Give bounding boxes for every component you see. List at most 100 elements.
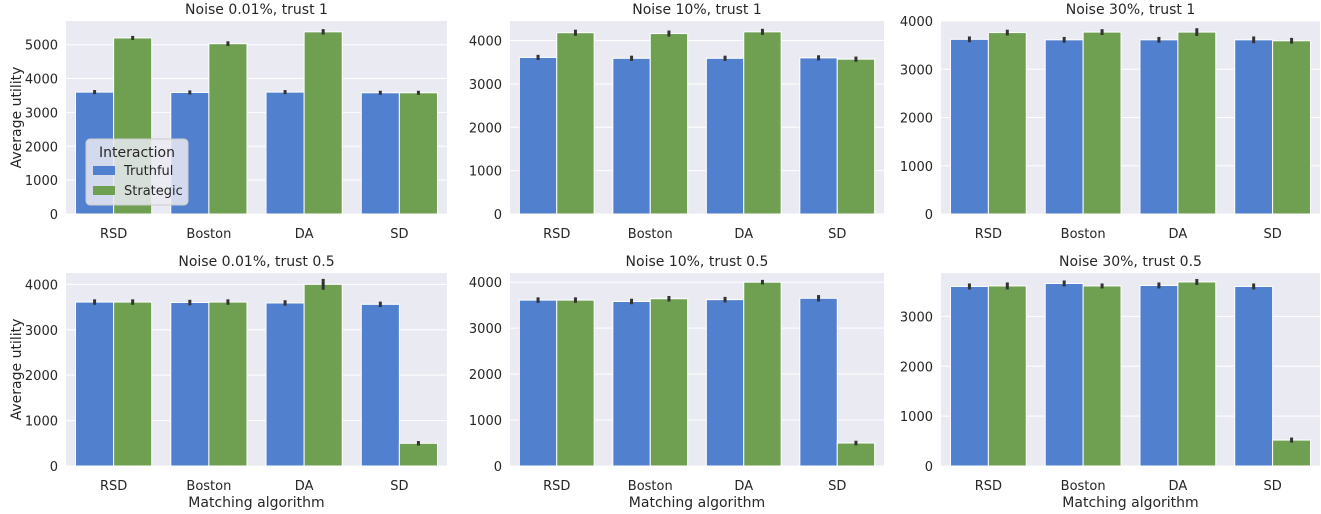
x-tick-label: RSD [975,479,1002,494]
bar-strategic [743,281,782,467]
y-axis-label: Average utility [9,67,25,169]
y-axis-label: Average utility [9,319,25,421]
y-tick-label: 5000 [25,39,58,54]
bar-strategic [1272,439,1312,467]
y-tick-label: 0 [50,460,58,475]
y-tick-label: 4000 [469,35,502,50]
bar-truthful [360,92,400,215]
chart-panel-1: 0 1000 2000 3000 4000 5000 RSD Boston DA SD Noise … [9,2,447,242]
x-tick-label: SD [828,479,846,494]
y-tick-label: 1000 [25,174,58,189]
x-tick-label: DA [295,227,314,242]
bar-truthful [1139,39,1179,215]
legend-title: Interaction [99,145,175,161]
bar-strategic [208,43,248,215]
bar-strategic [398,442,438,467]
y-tick-label: 1000 [25,415,58,430]
x-tick-label: RSD [100,227,127,242]
x-tick-label: SD [390,227,408,242]
bar-truthful [265,91,305,215]
x-tick-label: DA [295,479,314,494]
y-tick-label: 3000 [469,78,502,93]
y-tick-label: 4000 [25,73,58,88]
panel-title: Noise 30%, trust 0.5 [1059,254,1202,270]
x-tick-label: Boston [1061,227,1106,242]
bar-strategic [649,33,689,215]
x-tick-label: DA [734,227,753,242]
y-tick-label: 0 [494,208,502,223]
legend-swatch-strategic [93,186,115,195]
x-tick-label: Boston [186,479,231,494]
panel-title: Noise 10%, trust 1 [632,2,762,18]
bar-truthful [949,38,989,215]
bar-truthful [612,300,651,467]
bar-truthful [518,299,558,467]
bar-strategic [303,283,343,467]
bar-truthful [360,303,400,467]
bar-truthful [265,302,305,467]
bar-strategic [649,298,689,467]
y-tick-label: 1000 [900,410,933,425]
bar-truthful [1234,285,1274,467]
y-tick-label: 3000 [469,322,502,337]
y-tick-label: 1000 [469,414,502,429]
bar-truthful [170,302,210,467]
chart-panel-4: 0 1000 2000 3000 4000 RSD Boston DA SD Noise 0.01… [9,254,447,511]
chart-panel-3: 0 1000 2000 3000 4000 RSD Boston DA SD Noise 30%,… [900,2,1320,242]
y-tick-label: 0 [925,460,933,475]
x-tick-label: RSD [543,479,570,494]
bar-truthful [1234,39,1274,215]
legend: Interaction Truthful Strategic [85,138,189,206]
x-tick-label: RSD [975,227,1002,242]
bar-truthful [1044,39,1084,215]
legend-swatch-truthful [93,166,115,175]
x-tick-label: Boston [1061,479,1106,494]
bar-strategic [987,285,1027,467]
x-tick-label: Boston [186,227,231,242]
panel-title: Noise 30%, trust 1 [1066,2,1196,18]
x-axis-label: Matching algorithm [1062,495,1198,511]
y-tick-label: 4000 [469,276,502,291]
x-tick-label: DA [734,479,753,494]
bar-strategic [113,301,153,467]
x-tick-label: SD [1263,227,1281,242]
bar-strategic [1272,40,1312,215]
y-tick-label: 0 [50,208,58,223]
x-axis-label: Matching algorithm [188,495,324,511]
y-tick-label: 1000 [900,160,933,175]
bar-strategic [987,32,1027,215]
bar-strategic [556,299,595,467]
x-tick-label: SD [828,227,846,242]
bar-truthful [949,285,989,467]
bar-strategic [1177,281,1217,467]
y-tick-label: 3000 [900,310,933,325]
x-tick-label: DA [1169,479,1188,494]
bar-truthful [75,301,115,467]
x-tick-label: DA [1169,227,1188,242]
bar-strategic [1082,31,1122,215]
y-tick-label: 3000 [900,63,933,78]
y-tick-label: 4000 [25,278,58,293]
y-tick-label: 0 [925,208,933,223]
y-tick-label: 3000 [25,324,58,339]
legend-label-truthful: Truthful [123,164,173,179]
x-tick-label: SD [1263,479,1281,494]
chart-panel-5: 0 1000 2000 3000 4000 RSD Boston DA SD Noise 10%,… [469,254,884,511]
chart-panel-2: 0 1000 2000 3000 4000 RSD Boston DA SD Noise 10%,… [469,2,884,242]
y-tick-label: 2000 [900,360,933,375]
bar-truthful [518,56,558,215]
chart-panel-6: 0 1000 2000 3000 RSD Boston DA SD Noise 30%, tru… [900,254,1320,511]
y-tick-label: 2000 [25,369,58,384]
bar-strategic [743,31,782,215]
x-tick-label: RSD [100,479,127,494]
bar-truthful [612,57,651,215]
panel-title: Noise 0.01%, trust 0.5 [178,254,334,270]
bar-truthful [705,299,745,467]
bar-strategic [208,301,248,467]
bar-strategic [1177,31,1217,215]
bar-truthful [1044,282,1084,467]
bar-truthful [799,297,838,467]
bar-truthful [1139,284,1179,467]
bar-strategic [398,92,438,215]
